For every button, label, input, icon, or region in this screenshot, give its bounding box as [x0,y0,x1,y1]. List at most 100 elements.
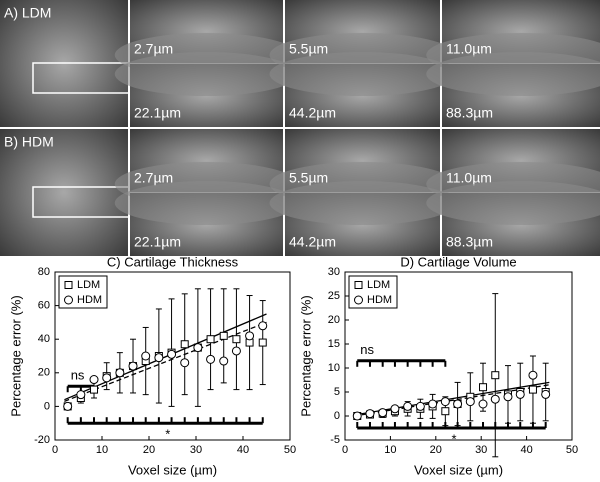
x-tick-label: 0 [52,444,58,456]
y-tick-label: 15 [328,338,340,350]
voxel-label: 22.1µm [134,105,181,121]
plot-frame [344,271,573,441]
x-tick-label: 30 [475,444,487,456]
data-point [180,340,189,349]
data-point [403,401,413,411]
voxel-label: 2.7µm [134,170,173,186]
data-point [232,335,241,344]
legend-label: LDM [77,279,100,291]
data-point [90,385,99,394]
x-tick-label: 50 [284,444,296,456]
y-tick-label: 20 [38,367,50,379]
annotation: ns [71,368,85,383]
y-tick-label: 40 [38,333,50,345]
data-point [390,404,400,414]
data-point [528,385,537,394]
data-point [231,346,241,356]
data-point [258,338,267,347]
voxel-label: 11.0µm [446,170,492,186]
y-tick-label: 30 [328,266,340,278]
y-tick-label: 20 [328,314,340,326]
data-point [63,401,73,411]
x-tick-label: 10 [96,444,108,456]
voxel-label: 11.0µm [446,41,492,57]
data-point [128,361,138,371]
bone-shape [114,181,299,225]
data-point [478,399,488,409]
y-tick-label: -20 [34,434,50,446]
legend-label: LDM [367,279,390,291]
data-point [515,389,525,399]
bone-shape [269,181,456,225]
y-tick-label: 5 [334,386,340,398]
legend-marker [354,295,363,305]
data-point [206,354,216,364]
x-tick-label: 0 [342,444,348,456]
panel-label: B) HDM [4,134,54,150]
data-point [154,353,164,363]
x-axis-label: Voxel size (µm) [414,462,503,477]
annotation: ns [360,342,374,357]
x-tick-label: 20 [143,444,155,456]
annotation: * [451,431,456,446]
legend-marker [64,295,73,305]
data-point [219,356,229,366]
data-point [479,383,488,392]
plot-frame [54,271,291,441]
y-tick-label: 60 [38,300,50,312]
chart-title: D) Cartilage Volume [400,254,516,269]
legend-label: HDM [367,294,392,306]
y-tick-label: 0 [334,410,340,422]
data-point [115,368,125,378]
voxel-label: 88.3µm [446,105,493,121]
x-tick-label: 40 [520,444,532,456]
voxel-label: 2.7µm [134,41,173,57]
data-point [440,397,450,407]
bone-shape [114,52,299,96]
data-point [465,397,475,407]
annotation: * [165,427,170,442]
data-point [180,358,190,368]
data-point [503,392,513,402]
data-point [258,321,268,331]
panel-label: A) LDM [4,5,51,21]
data-point [219,331,228,340]
data-point [491,371,500,380]
data-point [415,401,425,411]
x-tick-label: 20 [430,444,442,456]
legend-marker [354,281,363,289]
legend-marker [64,281,73,289]
data-point [428,399,438,409]
y-tick-label: 25 [328,290,340,302]
data-point [245,331,255,341]
y-tick-label: 80 [38,266,50,278]
x-tick-label: 10 [384,444,396,456]
legend-label: HDM [77,294,102,306]
data-point [441,407,450,416]
voxel-label: 88.3µm [446,234,493,250]
data-point [378,408,388,418]
bone-shape [426,181,600,225]
ct-image [0,129,128,256]
chart-title: C) Cartilage Thickness [107,254,239,269]
voxel-label: 22.1µm [134,234,181,250]
data-point [490,394,500,404]
data-point [541,389,551,399]
y-tick-label: 0 [44,400,50,412]
y-axis-label: Percentage error (%) [298,295,313,416]
data-point [453,399,463,409]
trend-line [64,313,267,401]
x-tick-label: 40 [237,444,249,456]
data-point [206,335,215,344]
bone-shape [426,52,600,96]
x-tick-label: 50 [566,444,578,456]
voxel-label: 44.2µm [289,234,336,250]
y-tick-label: -5 [330,434,340,446]
voxel-label: 44.2µm [289,105,336,121]
y-tick-label: 10 [328,362,340,374]
data-point [141,351,151,361]
data-point [352,411,362,421]
y-axis-label: Percentage error (%) [8,295,23,416]
